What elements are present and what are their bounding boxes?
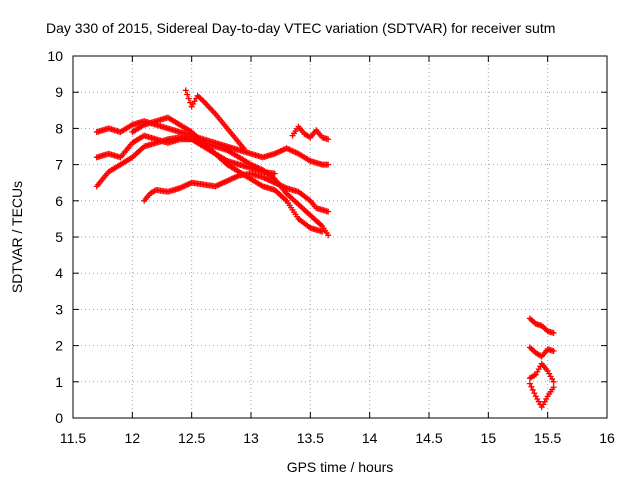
x-tick-label: 12: [125, 430, 141, 446]
data-point: [550, 348, 557, 355]
x-tick-label: 16: [599, 430, 615, 446]
data-point: [529, 386, 536, 393]
data-point: [185, 95, 192, 102]
series-arc-6: [182, 87, 249, 154]
data-point: [325, 232, 332, 239]
series-arc-5: [129, 114, 326, 235]
x-tick-label: 12.5: [178, 430, 205, 446]
series-arc-4: [141, 170, 332, 215]
data-point: [271, 170, 278, 177]
data-point: [550, 384, 557, 391]
data-point: [325, 161, 332, 168]
data-point: [319, 228, 326, 235]
x-tick-label: 13.5: [297, 430, 324, 446]
y-tick-label: 8: [55, 120, 63, 136]
y-tick-label: 2: [55, 338, 63, 354]
series-arc-7: [289, 123, 332, 143]
data-point: [531, 390, 538, 397]
y-axis-label: SDTVAR / TECUs: [9, 181, 25, 293]
data-point: [550, 329, 557, 336]
x-axis-ticks: 11.5 12 12.5 13 13.5 14 14.5 15 15.5 16: [60, 56, 615, 446]
y-tick-label: 9: [55, 84, 63, 100]
x-tick-label: 15.5: [534, 430, 561, 446]
chart-title: Day 330 of 2015, Sidereal Day-to-day VTE…: [46, 20, 555, 36]
y-tick-label: 10: [47, 48, 63, 64]
series-arc-9: [526, 344, 557, 360]
x-tick-label: 14.5: [415, 430, 442, 446]
series-arc-8: [526, 315, 557, 336]
x-tick-label: 14: [362, 430, 378, 446]
y-axis-ticks: 0 1 2 3 4 5 6 7 8 9 10: [47, 48, 607, 426]
data-point: [550, 378, 557, 385]
data-points: [93, 87, 557, 411]
y-tick-label: 1: [55, 374, 63, 390]
data-point: [528, 383, 535, 390]
data-point: [325, 208, 332, 215]
y-tick-label: 4: [55, 265, 63, 281]
x-tick-label: 13: [243, 430, 259, 446]
y-tick-label: 3: [55, 301, 63, 317]
x-tick-label: 15: [481, 430, 497, 446]
data-point: [526, 380, 533, 387]
data-point: [182, 87, 189, 94]
data-point: [325, 136, 332, 143]
y-tick-label: 6: [55, 193, 63, 209]
series-arc-10: [526, 360, 557, 385]
series-arc-11: [526, 380, 557, 411]
y-tick-label: 7: [55, 157, 63, 173]
x-axis-label: GPS time / hours: [287, 459, 394, 475]
y-tick-label: 5: [55, 229, 63, 245]
grid-lines: [73, 56, 607, 418]
y-tick-label: 0: [55, 410, 63, 426]
x-tick-label: 11.5: [60, 430, 86, 446]
data-point: [242, 147, 249, 154]
data-point: [184, 91, 191, 98]
